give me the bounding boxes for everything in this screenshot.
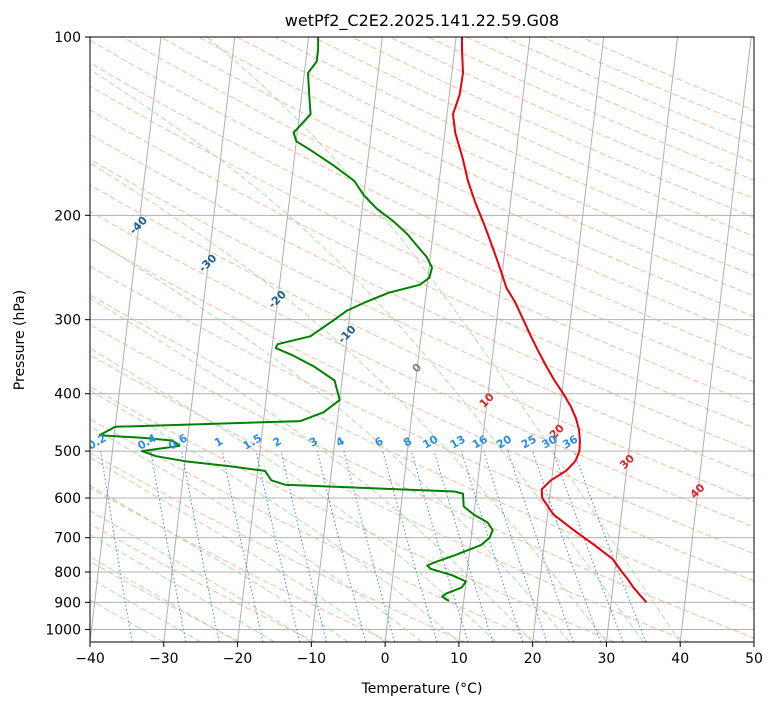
x-tick-label: −30: [149, 651, 179, 667]
isotherm-line: [605, 37, 678, 642]
mixing-ratio-lines: [100, 450, 647, 642]
dry-adiabat: [160, 37, 754, 318]
dry-adiabat: [90, 237, 754, 555]
dry-adiabat: [90, 85, 754, 405]
dry-adiabat: [90, 158, 754, 477]
mixing-ratio-line: [255, 450, 301, 642]
mixing-ratio-line: [410, 450, 469, 642]
isotherm-line: [90, 37, 162, 642]
mixing-ratio-line: [532, 450, 602, 642]
moist-adiabat: [90, 456, 386, 642]
x-tick-label: 10: [450, 651, 468, 667]
isotherm-line: [310, 37, 383, 642]
dewpoint-profile-line: [98, 37, 494, 602]
mixing-ratio-line: [382, 450, 438, 642]
dry-adiabat: [90, 523, 316, 642]
y-tick-label: 600: [54, 491, 81, 507]
moist-adiabat: [90, 556, 238, 642]
x-tick-label: 50: [745, 651, 763, 667]
y-tick-label: 500: [54, 444, 81, 460]
x-tick-label: −20: [223, 651, 253, 667]
isotherm-line: [458, 37, 531, 642]
moist-adiabat: [90, 236, 570, 642]
isotherms: [90, 37, 754, 642]
isotherm-line: [384, 37, 457, 642]
dry-adiabat: [90, 386, 615, 642]
x-tick-label: 0: [381, 651, 390, 667]
moist-adiabat: [90, 577, 201, 642]
mixing-ratio-line: [507, 450, 574, 642]
chart-title: wetPf2_C2E2.2025.141.22.59.G08: [285, 11, 559, 31]
x-axis-title: Temperature (°C): [361, 681, 483, 697]
x-axis-ticks: −40 −30 −20 −10 0 10 20 30 40 50: [75, 642, 763, 667]
dry-adiabat: [90, 109, 754, 429]
mixing-ratio-line: [552, 450, 624, 642]
temperature-profile-line: [452, 37, 648, 603]
mixing-ratio-line: [573, 450, 647, 642]
moist-adiabat: [90, 68, 644, 642]
moist-adiabat: [90, 162, 607, 642]
mixing-ratio-line: [316, 450, 367, 642]
isotherm-line: [163, 37, 236, 642]
moist-adiabats: [90, 37, 681, 642]
y-tick-label: 200: [54, 208, 81, 224]
mixing-ratio-line: [461, 450, 524, 642]
sounding-profiles: [98, 37, 648, 603]
y-tick-label: 900: [54, 595, 81, 611]
pressure-gridlines: [90, 37, 754, 630]
dry-adiabat: [90, 39, 754, 361]
dry-adiabat: [90, 561, 241, 642]
moist-adiabat: [206, 37, 681, 642]
isotherm-line: [532, 37, 605, 642]
moist-adiabat: [90, 389, 460, 642]
y-tick-label: 800: [54, 565, 81, 581]
dry-adiabat: [90, 210, 754, 528]
y-tick-label: 100: [54, 30, 81, 46]
dry-adiabat: [198, 37, 754, 297]
y-tick-label: 300: [54, 313, 81, 329]
dry-adiabat: [90, 418, 540, 642]
plot-frame: [89, 36, 755, 643]
y-axis-title: Pressure (hPa): [12, 290, 28, 390]
y-tick-label: 700: [54, 531, 81, 547]
x-tick-label: 20: [524, 651, 542, 667]
mixing-ratio-line: [221, 451, 264, 642]
x-tick-label: 40: [671, 651, 689, 667]
isotherm-line: [237, 37, 310, 642]
y-axis-ticks: 1000 900 800 700 600 500 400 300 200 100: [45, 30, 90, 638]
x-tick-label: −10: [297, 651, 327, 667]
moist-adiabat: [90, 484, 349, 642]
mixing-ratio-line: [181, 451, 220, 642]
x-tick-label: 30: [598, 651, 616, 667]
moist-adiabat: [90, 533, 275, 642]
mixing-ratio-line: [433, 450, 494, 642]
y-tick-label: 1000: [45, 622, 81, 638]
mixing-ratio-line: [483, 450, 548, 642]
y-tick-label: 400: [54, 387, 81, 403]
dry-adiabat: [90, 452, 465, 642]
mixing-ratio-line: [343, 450, 396, 642]
mixing-ratio-line: [280, 450, 327, 642]
x-tick-label: −40: [75, 651, 105, 667]
isotherm-line: [679, 37, 752, 642]
